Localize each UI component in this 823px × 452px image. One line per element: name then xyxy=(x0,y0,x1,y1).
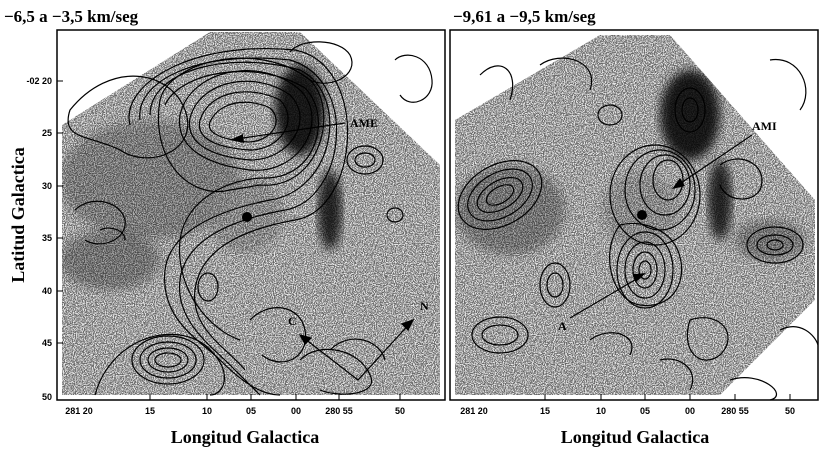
x-tick-label: 00 xyxy=(685,406,695,416)
a-arrow xyxy=(569,273,646,319)
x-tick-label: 10 xyxy=(202,406,212,416)
x-tick-label: 15 xyxy=(145,406,155,416)
y-tick-label: 50 xyxy=(42,392,52,402)
left-nebula-image xyxy=(62,32,440,395)
right-panel-title: −9,61 a −9,5 km/seg xyxy=(453,7,596,26)
label-a: A xyxy=(558,319,567,333)
y-tick-label: 40 xyxy=(42,286,52,296)
left-x-ticks: 281 20 15 10 05 00 280 55 50 xyxy=(65,394,405,416)
y-tick-label: -02 20 xyxy=(26,76,52,86)
x-tick-label: 05 xyxy=(640,406,650,416)
left-panel: −6,5 a −3,5 km/seg xyxy=(4,7,446,447)
ame-arrow xyxy=(230,122,346,143)
ami-arrow xyxy=(672,134,753,189)
x-tick-label: 00 xyxy=(291,406,301,416)
left-y-ticks: -02 20 25 30 35 40 45 50 xyxy=(26,76,63,402)
compass-label-n: N xyxy=(420,299,429,313)
label-ami: AMI xyxy=(752,119,777,133)
y-tick-label: 45 xyxy=(42,338,52,348)
x-tick-label: 280 55 xyxy=(325,406,353,416)
x-tick-label: 281 20 xyxy=(460,406,488,416)
y-tick-label: 30 xyxy=(42,181,52,191)
x-tick-label: 281 20 xyxy=(65,406,93,416)
x-tick-label: 50 xyxy=(785,406,795,416)
y-tick-label: 25 xyxy=(42,128,52,138)
x-tick-label: 50 xyxy=(395,406,405,416)
label-c: C xyxy=(288,314,297,328)
right-contours xyxy=(457,57,819,401)
label-ame: AME xyxy=(350,116,378,130)
left-x-axis-title: Longitud Galactica xyxy=(171,427,320,447)
x-tick-label: 10 xyxy=(596,406,606,416)
x-tick-label: 280 55 xyxy=(721,406,749,416)
right-x-ticks: 281 20 15 10 05 00 280 55 50 xyxy=(460,394,795,416)
y-tick-label: 35 xyxy=(42,233,52,243)
right-x-axis-title: Longitud Galactica xyxy=(561,427,710,447)
left-panel-title: −6,5 a −3,5 km/seg xyxy=(4,7,139,26)
x-tick-label: 05 xyxy=(246,406,256,416)
compass xyxy=(298,318,415,381)
y-axis-title: Latitud Galactica xyxy=(8,147,28,283)
right-panel: −9,61 a −9,5 km/seg xyxy=(449,7,819,447)
x-tick-label: 15 xyxy=(540,406,550,416)
